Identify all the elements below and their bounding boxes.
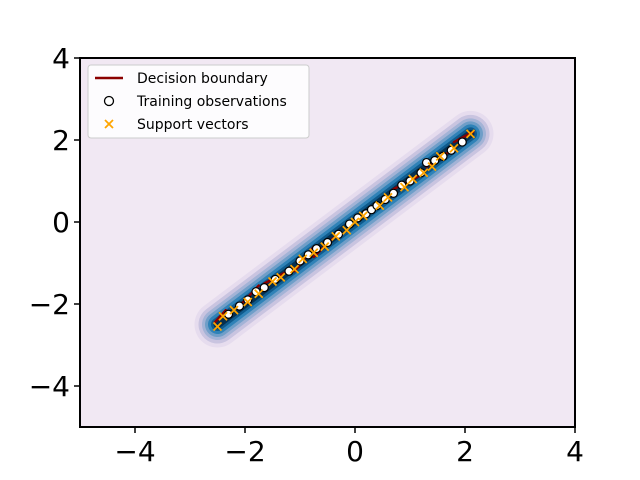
y-tick-label: −2 xyxy=(29,288,70,321)
x-axis-ticks: −4 −2 0 2 4 xyxy=(114,427,584,468)
training-point xyxy=(388,188,399,198)
support-vector-point xyxy=(276,272,286,282)
x-tick-label: 2 xyxy=(456,435,474,468)
training-point xyxy=(322,237,333,248)
y-tick-label: 4 xyxy=(52,42,70,75)
training-point xyxy=(421,157,432,168)
support-vector-point xyxy=(320,241,330,252)
plot-frame xyxy=(79,57,576,428)
y-tick-label: 0 xyxy=(52,206,70,239)
support-vector-points xyxy=(212,129,476,332)
support-vector-point xyxy=(229,305,239,315)
support-vector-point xyxy=(449,143,459,153)
support-vector-point xyxy=(212,321,223,332)
support-vector-point xyxy=(298,254,308,264)
support-vector-point xyxy=(267,276,278,287)
support-vector-point xyxy=(309,248,319,258)
support-vector-point xyxy=(358,211,368,221)
support-vector-point xyxy=(375,200,385,211)
support-vector-point xyxy=(435,151,445,162)
x-tick-label: 4 xyxy=(566,435,584,468)
x-tick-label: −4 xyxy=(114,435,155,468)
support-vector-point xyxy=(254,289,264,299)
y-axis-ticks: −4 −2 0 2 4 xyxy=(29,42,80,403)
support-vector-point xyxy=(218,311,228,321)
support-vector-point xyxy=(331,231,341,241)
legend-box xyxy=(87,64,310,139)
training-point xyxy=(243,295,253,305)
y-tick-label: 2 xyxy=(52,124,70,157)
support-vector-point xyxy=(243,297,253,307)
training-point xyxy=(311,244,322,254)
support-vector-point xyxy=(427,162,437,172)
support-vector-point xyxy=(465,129,476,139)
support-vector-point xyxy=(342,225,352,235)
support-vector-point xyxy=(289,264,300,274)
decision-boundary-segment xyxy=(213,308,227,324)
training-point xyxy=(234,301,245,311)
support-vector-point xyxy=(383,192,393,203)
legend: Decision boundary Training observations … xyxy=(87,64,310,139)
support-vector-point xyxy=(399,182,410,192)
x-tick-label: −2 xyxy=(224,435,265,468)
support-vector-point xyxy=(419,168,429,178)
legend-x-marker xyxy=(104,119,114,129)
x-tick-label: 0 xyxy=(346,435,364,468)
y-tick-label: −4 xyxy=(29,370,70,403)
legend-label-support: Support vectors xyxy=(137,117,249,133)
training-point xyxy=(457,137,467,147)
support-vector-point xyxy=(350,217,360,227)
legend-circle-marker xyxy=(103,95,115,107)
support-vector-point xyxy=(408,174,418,184)
legend-label-training: Training observations xyxy=(136,94,287,110)
legend-label-boundary: Decision boundary xyxy=(137,71,268,87)
